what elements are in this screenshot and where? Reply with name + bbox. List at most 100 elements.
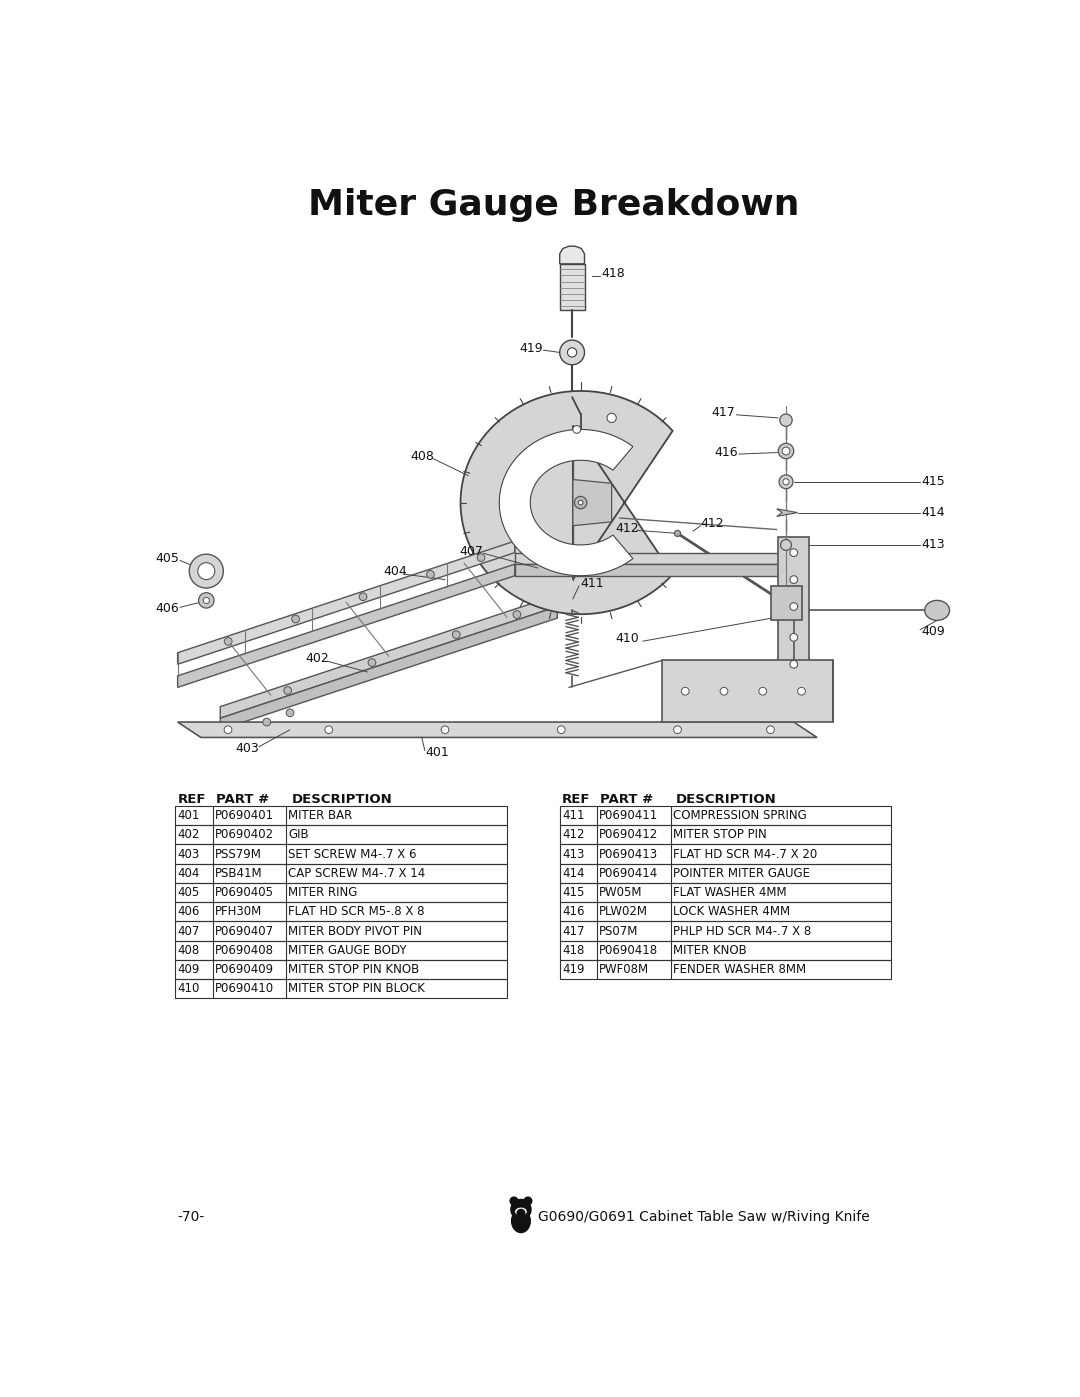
Text: 405: 405 (156, 552, 179, 566)
Polygon shape (515, 553, 794, 564)
Circle shape (798, 687, 806, 696)
Circle shape (783, 479, 789, 485)
Text: POINTER MITER GAUGE: POINTER MITER GAUGE (673, 868, 810, 880)
Text: 416: 416 (562, 905, 584, 918)
Text: 410: 410 (616, 633, 639, 645)
Polygon shape (220, 595, 557, 718)
Text: PW05M: PW05M (599, 886, 643, 900)
Circle shape (575, 496, 586, 509)
Circle shape (477, 553, 485, 562)
Text: REF: REF (562, 793, 591, 806)
Text: REF: REF (177, 793, 206, 806)
Circle shape (674, 531, 680, 536)
Text: 419: 419 (562, 963, 584, 977)
Text: P0690405: P0690405 (215, 886, 274, 900)
Text: 401: 401 (177, 809, 200, 821)
Text: 413: 413 (921, 538, 945, 552)
Text: P0690410: P0690410 (215, 982, 274, 995)
Text: MITER STOP PIN KNOB: MITER STOP PIN KNOB (288, 963, 420, 977)
Text: FLAT HD SCR M4-.7 X 20: FLAT HD SCR M4-.7 X 20 (673, 848, 818, 861)
Text: P0690407: P0690407 (215, 925, 274, 937)
Text: 403: 403 (177, 848, 200, 861)
Polygon shape (177, 564, 515, 687)
Text: 418: 418 (562, 944, 584, 957)
Circle shape (368, 659, 376, 666)
Circle shape (779, 475, 793, 489)
Text: 415: 415 (921, 475, 945, 489)
Text: PART #: PART # (216, 793, 269, 806)
Circle shape (510, 1197, 517, 1204)
Ellipse shape (512, 1210, 530, 1232)
Polygon shape (177, 541, 515, 665)
Polygon shape (499, 429, 633, 576)
Circle shape (767, 726, 774, 733)
Text: 406: 406 (156, 602, 179, 615)
Circle shape (441, 726, 449, 733)
Circle shape (782, 447, 789, 455)
Text: 408: 408 (177, 944, 200, 957)
Text: 412: 412 (701, 517, 725, 529)
Circle shape (517, 1210, 525, 1217)
Text: MITER BAR: MITER BAR (288, 809, 353, 821)
Circle shape (789, 661, 798, 668)
Circle shape (559, 339, 584, 365)
Circle shape (789, 576, 798, 584)
Text: 411: 411 (562, 809, 584, 821)
Circle shape (578, 500, 583, 504)
Text: 405: 405 (177, 886, 200, 900)
Text: MITER RING: MITER RING (288, 886, 357, 900)
Circle shape (780, 414, 793, 426)
Text: 417: 417 (562, 925, 584, 937)
Circle shape (789, 633, 798, 641)
Text: CAP SCREW M4-.7 X 14: CAP SCREW M4-.7 X 14 (288, 868, 426, 880)
Ellipse shape (515, 1207, 527, 1217)
Circle shape (225, 726, 232, 733)
Text: 412: 412 (562, 828, 584, 841)
Text: 409: 409 (921, 626, 945, 638)
Text: COMPRESSION SPRING: COMPRESSION SPRING (673, 809, 807, 821)
Text: PHLP HD SCR M4-.7 X 8: PHLP HD SCR M4-.7 X 8 (673, 925, 811, 937)
Circle shape (511, 1200, 531, 1220)
Text: 404: 404 (177, 868, 200, 880)
Text: SET SCREW M4-.7 X 6: SET SCREW M4-.7 X 6 (288, 848, 417, 861)
Text: P0690402: P0690402 (215, 828, 274, 841)
Circle shape (189, 555, 224, 588)
Text: PFH30M: PFH30M (215, 905, 262, 918)
Circle shape (681, 687, 689, 696)
Circle shape (524, 1197, 531, 1204)
Text: 407: 407 (459, 545, 483, 557)
Circle shape (262, 718, 271, 726)
Circle shape (674, 726, 681, 733)
Text: 402: 402 (177, 828, 200, 841)
Text: MITER KNOB: MITER KNOB (673, 944, 746, 957)
Text: 403: 403 (235, 742, 259, 756)
Circle shape (720, 687, 728, 696)
Circle shape (427, 570, 434, 578)
Text: PS07M: PS07M (599, 925, 638, 937)
Text: 409: 409 (177, 963, 200, 977)
Text: P0690412: P0690412 (599, 828, 659, 841)
Polygon shape (777, 509, 798, 517)
Polygon shape (515, 564, 794, 576)
Circle shape (789, 602, 798, 610)
Circle shape (203, 598, 210, 604)
Text: 417: 417 (712, 407, 735, 419)
Text: P0690409: P0690409 (215, 963, 274, 977)
Polygon shape (770, 585, 801, 620)
Polygon shape (559, 264, 584, 310)
Polygon shape (572, 479, 611, 525)
Text: MITER GAUGE BODY: MITER GAUGE BODY (288, 944, 407, 957)
Text: 415: 415 (562, 886, 584, 900)
Text: FLAT WASHER 4MM: FLAT WASHER 4MM (673, 886, 786, 900)
Polygon shape (779, 538, 809, 676)
Circle shape (781, 539, 792, 550)
Polygon shape (177, 722, 816, 738)
Circle shape (198, 563, 215, 580)
Text: PART #: PART # (600, 793, 653, 806)
Circle shape (286, 708, 294, 717)
Ellipse shape (924, 601, 949, 620)
Text: 404: 404 (383, 566, 407, 578)
Circle shape (325, 726, 333, 733)
Text: 418: 418 (602, 267, 625, 281)
Text: DESCRIPTION: DESCRIPTION (292, 793, 392, 806)
